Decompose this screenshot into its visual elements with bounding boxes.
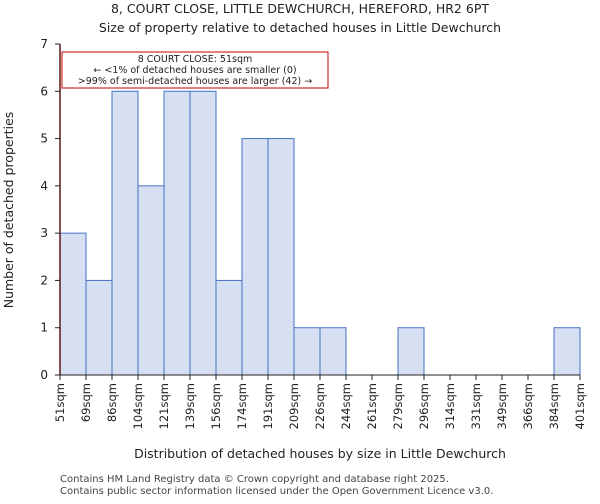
- footer-line2: Contains public sector information licen…: [60, 486, 493, 497]
- chart-title-line1: 8, COURT CLOSE, LITTLE DEWCHURCH, HEREFO…: [111, 1, 489, 16]
- x-tick-label: 226sqm: [313, 383, 327, 429]
- bar-139sqm: [189, 90, 217, 376]
- bar-174sqm: [241, 138, 269, 376]
- x-tick-label: 121sqm: [157, 383, 171, 429]
- y-tick-label: 1: [40, 321, 48, 335]
- footer-line1: Contains HM Land Registry data © Crown c…: [60, 474, 449, 485]
- x-tick-label: 366sqm: [521, 383, 535, 429]
- bar-51sqm: [59, 232, 87, 376]
- bars-group: [59, 90, 581, 376]
- bar-279sqm: [397, 327, 425, 376]
- x-tick-label: 51sqm: [53, 383, 67, 422]
- x-tick-label: 331sqm: [469, 383, 483, 429]
- y-tick-label: 2: [40, 273, 48, 287]
- chart-title-line2: Size of property relative to detached ho…: [99, 20, 501, 35]
- annotation-frame: [61, 51, 329, 89]
- y-tick-label: 0: [40, 368, 48, 382]
- x-tick-label: 261sqm: [365, 383, 379, 429]
- annotation-line2: ← <1% of detached houses are smaller (0): [93, 65, 296, 76]
- bar-69sqm: [85, 279, 113, 376]
- x-tick-label: 314sqm: [443, 383, 457, 429]
- annotation-line1: 8 COURT CLOSE: 51sqm: [138, 54, 253, 65]
- x-tick-label: 296sqm: [417, 383, 431, 429]
- x-axis-label: Distribution of detached houses by size …: [134, 446, 506, 461]
- y-tick-label: 3: [40, 226, 48, 240]
- x-tick-label: 401sqm: [573, 383, 587, 429]
- x-tick-label: 139sqm: [183, 383, 197, 429]
- x-tick-label: 384sqm: [547, 383, 561, 429]
- x-tick-label: 86sqm: [105, 383, 119, 422]
- x-tick-label: 349sqm: [495, 383, 509, 429]
- y-tick-label: 4: [40, 179, 48, 193]
- x-tick-label: 279sqm: [391, 383, 405, 429]
- y-tick-label: 5: [40, 132, 48, 146]
- x-tick-label: 156sqm: [209, 383, 223, 429]
- annotation-line3: >99% of semi-detached houses are larger …: [78, 76, 312, 87]
- x-tick-label: 174sqm: [235, 383, 249, 429]
- x-ticks-group: 51sqm 69sqm 86sqm 104sqm 121sqm 139sqm 156sqm 1…: [53, 375, 587, 429]
- y-tick-label: 7: [40, 37, 48, 51]
- x-tick-label: 209sqm: [287, 383, 301, 429]
- bar-209sqm: [293, 327, 321, 376]
- x-tick-label: 69sqm: [79, 383, 93, 422]
- x-tick-label: 104sqm: [131, 383, 145, 429]
- x-tick-label: 244sqm: [339, 383, 353, 429]
- y-tick-label: 6: [40, 84, 48, 98]
- bar-121sqm: [163, 90, 191, 376]
- bar-104sqm: [137, 185, 165, 376]
- annotation-box: 8 COURT CLOSE: 51sqm ← <1% of detached h…: [61, 51, 329, 89]
- bar-156sqm: [215, 279, 243, 376]
- y-axis-label: Number of detached properties: [1, 112, 16, 309]
- bar-384sqm: [553, 327, 581, 376]
- bar-191sqm: [267, 138, 295, 376]
- x-tick-label: 191sqm: [261, 383, 275, 429]
- bar-226sqm: [319, 327, 347, 376]
- bar-86sqm: [111, 90, 139, 376]
- y-ticks-group: 0 1 2 3 4 5 6 7: [40, 37, 60, 382]
